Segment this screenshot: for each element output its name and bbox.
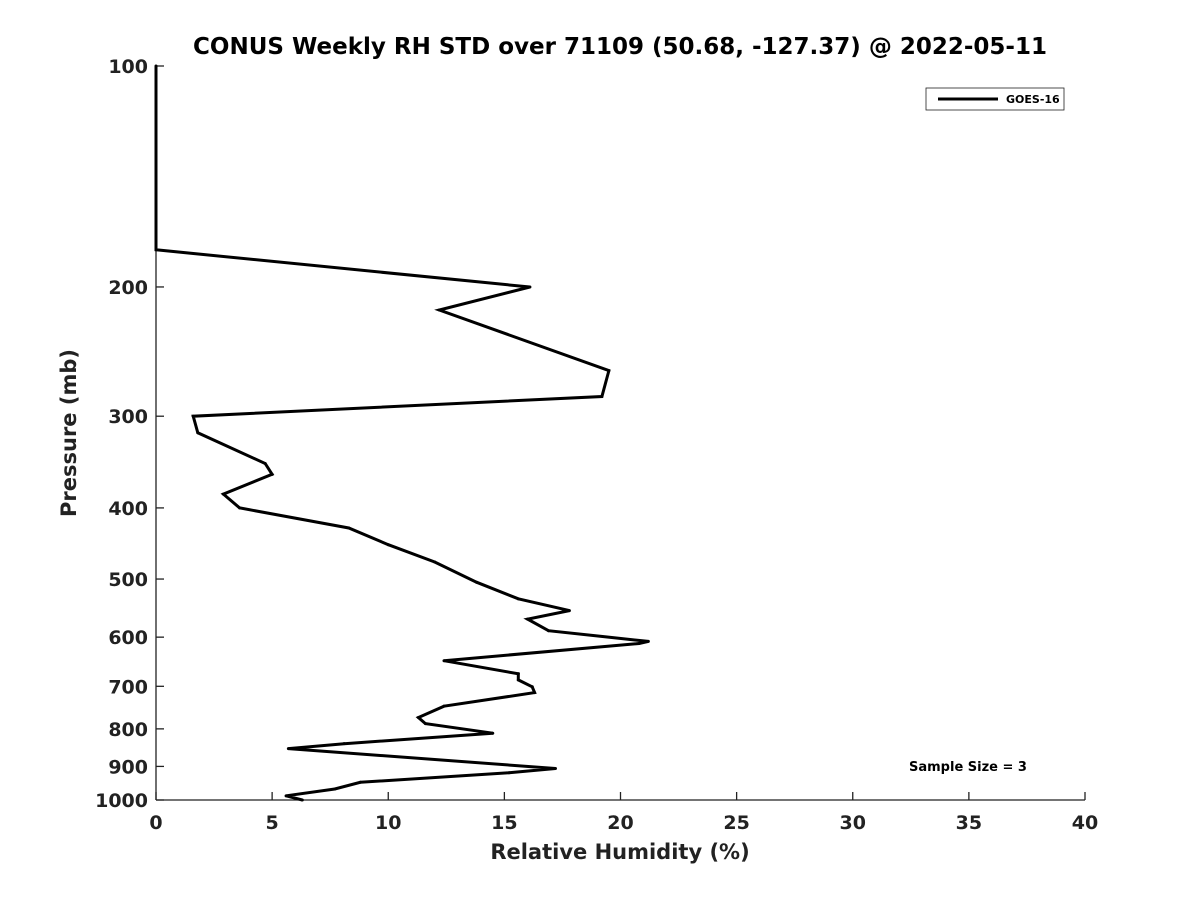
data-point [358,780,362,784]
data-point [547,629,551,633]
y-ticks: 100 200 300 400 500 600 700 800 900 1000 [95,56,164,812]
data-point [386,543,390,547]
x-tick-label: 35 [956,812,982,834]
data-point [433,560,437,564]
data-point [196,431,200,435]
data-point [475,580,479,584]
data-point [600,394,604,398]
data-points [154,64,650,802]
data-point [238,506,242,510]
sample-size-annotation: Sample Size = 3 [909,760,1027,775]
x-tick-label: 40 [1072,812,1098,834]
data-point [416,716,420,720]
data-point [530,685,534,689]
data-point [342,742,346,746]
y-tick-label: 500 [108,569,148,591]
data-point [507,771,511,775]
data-point [154,248,158,252]
y-tick-label: 400 [108,498,148,520]
x-tick-label: 10 [375,812,401,834]
plot-area: 100 200 300 400 500 600 700 800 900 1000 0 5 10 15 20… [95,56,1098,834]
x-tick-label: 20 [607,812,633,834]
y-tick-label: 700 [108,676,148,698]
data-point [491,731,495,735]
data-point [637,641,641,645]
data-point [516,672,520,676]
x-tick-label: 25 [723,812,749,834]
data-point [533,691,537,695]
x-axis-label: Relative Humidity (%) [490,840,749,864]
data-point [191,414,195,418]
y-tick-label: 100 [108,56,148,78]
chart-title: CONUS Weekly RH STD over 71109 (50.68, -… [193,34,1047,60]
data-point [333,787,337,791]
x-tick-label: 5 [266,812,279,834]
series-line-goes-16 [154,66,649,802]
data-point [553,767,557,771]
data-point [270,472,274,476]
data-point [284,794,288,798]
y-tick-label: 1000 [95,790,148,812]
data-point [442,704,446,708]
x-tick-label: 0 [149,812,162,834]
y-tick-label: 900 [108,756,148,778]
legend: GOES-16 [925,87,1065,111]
y-tick-label: 800 [108,719,148,741]
data-point [437,308,441,312]
data-point [263,462,267,466]
data-point [442,659,446,663]
data-point [607,369,611,373]
data-point [300,798,304,802]
data-point [221,492,225,496]
data-point [154,193,158,197]
x-tick-label: 30 [840,812,866,834]
data-point [528,285,532,289]
x-tick-label: 15 [491,812,517,834]
data-point [516,597,520,601]
y-tick-label: 200 [108,277,148,299]
y-tick-label: 300 [108,406,148,428]
data-point [567,609,571,613]
data-point [423,722,427,726]
data-point [526,617,530,621]
data-point [646,639,650,643]
y-axis-label: Pressure (mb) [57,349,81,517]
y-tick-label: 600 [108,627,148,649]
data-point [347,526,351,530]
data-point [516,678,520,682]
data-point [286,747,290,751]
x-ticks: 0 5 10 15 20 25 30 35 40 [149,792,1098,834]
data-point [154,64,158,68]
legend-label: GOES-16 [1006,93,1060,106]
